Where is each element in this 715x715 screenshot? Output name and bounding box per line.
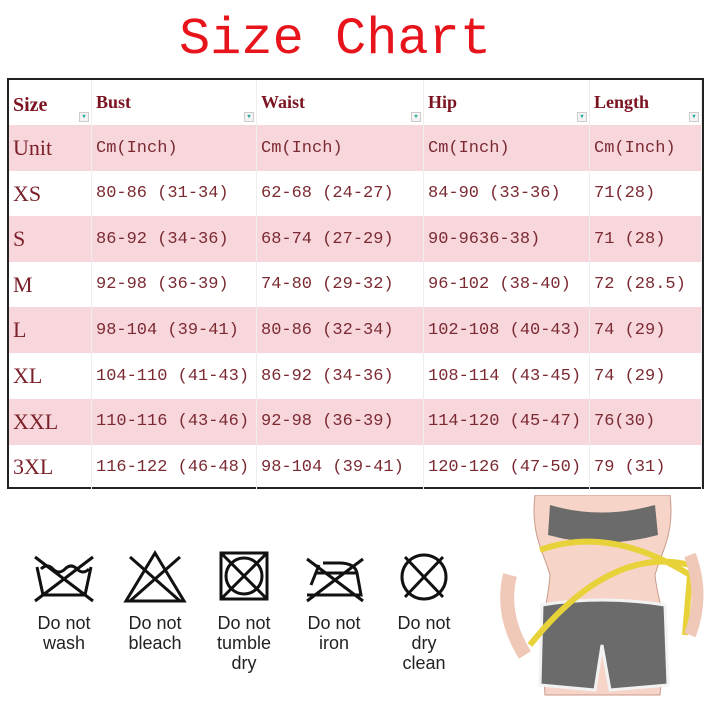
cell-size: XS xyxy=(9,170,92,217)
header-hip: Hip ▾ xyxy=(424,80,590,125)
cell-size: M xyxy=(9,261,92,308)
cell-waist: 74-80 (29-32) xyxy=(257,261,424,308)
filter-dropdown-icon[interactable]: ▾ xyxy=(244,112,254,122)
cell-hip: 90-9636-38) xyxy=(424,216,590,263)
cell-hip: 108-114 (43-45) xyxy=(424,353,590,399)
care-label: iron xyxy=(318,633,349,653)
cell-hip: 96-102 (38-40) xyxy=(424,261,590,308)
body-measurement-illustration xyxy=(500,495,704,696)
cell-waist: 62-68 (24-27) xyxy=(257,170,424,217)
care-label: Do not xyxy=(217,613,271,633)
size-table: Size ▾ Bust ▾ Waist ▾ Hip ▾ Length ▾ Unit Cm(I… xyxy=(7,78,704,491)
table-row: XXL 110-116 (43-46) 92-98 (36-39) 114-120 (… xyxy=(9,398,702,445)
cell-bust: 80-86 (31-34) xyxy=(92,170,257,217)
header-label: Size xyxy=(13,94,48,116)
table-row: XS 80-86 (31-34) 62-68 (24-27) 84-90 (33-36… xyxy=(9,170,702,217)
cell-waist: 98-104 (39-41) xyxy=(257,444,424,491)
table-row: Unit Cm(Inch) Cm(Inch) Cm(Inch) Cm(Inch) xyxy=(9,125,702,171)
table-row: L 98-104 (39-41) 80-86 (32-34) 102-108 (40-… xyxy=(9,307,702,354)
header-length: Length ▾ xyxy=(590,80,702,125)
care-instruction: Do not tumble dry xyxy=(204,545,284,673)
table-header: Size ▾ Bust ▾ Waist ▾ Hip ▾ Length ▾ xyxy=(9,80,702,127)
cell-length: Cm(Inch) xyxy=(590,125,702,171)
care-label: clean xyxy=(402,653,446,673)
header-label: Waist xyxy=(261,92,306,112)
cell-bust: 110-116 (43-46) xyxy=(92,398,257,445)
cell-waist: Cm(Inch) xyxy=(257,125,424,171)
care-label: Do not xyxy=(128,613,182,633)
do-not-wash-icon xyxy=(34,555,94,603)
cell-waist: 92-98 (36-39) xyxy=(257,398,424,445)
filter-dropdown-icon[interactable]: ▾ xyxy=(577,112,587,122)
cell-size: L xyxy=(9,307,92,354)
table-row: S 86-92 (34-36) 68-74 (27-29) 90-9636-38) 71… xyxy=(9,216,702,263)
cell-waist: 86-92 (34-36) xyxy=(257,353,424,399)
cell-size: Unit xyxy=(9,125,92,171)
cell-bust: 92-98 (36-39) xyxy=(92,261,257,308)
cell-hip: 84-90 (33-36) xyxy=(424,170,590,217)
care-label: dry xyxy=(411,633,437,653)
cell-size: XXL xyxy=(9,398,92,445)
cell-size: 3XL xyxy=(9,444,92,491)
cell-length: 74 (29) xyxy=(590,353,702,399)
cell-hip: Cm(Inch) xyxy=(424,125,590,171)
care-label: Do not xyxy=(307,613,361,633)
cell-hip: 102-108 (40-43) xyxy=(424,307,590,354)
cell-length: 71 (28) xyxy=(590,216,702,263)
cell-length: 74 (29) xyxy=(590,307,702,354)
do-not-dry-clean-icon xyxy=(400,553,448,601)
cell-size: S xyxy=(9,216,92,263)
care-instruction: Do not bleach xyxy=(115,545,195,653)
cell-length: 76(30) xyxy=(590,398,702,445)
care-label: Do not xyxy=(37,613,91,633)
filter-dropdown-icon[interactable]: ▾ xyxy=(79,112,89,122)
cell-hip: 114-120 (45-47) xyxy=(424,398,590,445)
cell-length: 72 (28.5) xyxy=(590,261,702,308)
filter-dropdown-icon[interactable]: ▾ xyxy=(411,112,421,122)
cell-bust: Cm(Inch) xyxy=(92,125,257,171)
cell-length: 71(28) xyxy=(590,170,702,217)
care-label: dry xyxy=(231,653,257,673)
cell-length: 79 (31) xyxy=(590,444,702,491)
cell-bust: 86-92 (34-36) xyxy=(92,216,257,263)
do-not-iron-icon xyxy=(306,557,364,603)
header-label: Bust xyxy=(96,92,132,112)
header-label: Hip xyxy=(428,92,458,112)
care-label: wash xyxy=(42,633,86,653)
table-row: XL 104-110 (41-43) 86-92 (34-36) 108-114 (4… xyxy=(9,353,702,399)
care-instruction: Do not iron xyxy=(294,545,374,653)
header-label: Length xyxy=(594,92,650,112)
cell-bust: 98-104 (39-41) xyxy=(92,307,257,354)
do-not-bleach-icon xyxy=(123,550,187,603)
care-label: tumble xyxy=(216,633,272,653)
cell-size: XL xyxy=(9,353,92,399)
header-waist: Waist ▾ xyxy=(257,80,424,125)
care-label: bleach xyxy=(128,633,182,653)
care-label: Do not xyxy=(397,613,451,633)
care-instruction: Do not dry clean xyxy=(384,545,464,673)
header-size: Size ▾ xyxy=(9,80,92,125)
header-bust: Bust ▾ xyxy=(92,80,257,125)
cell-bust: 104-110 (41-43) xyxy=(92,353,257,399)
cell-waist: 68-74 (27-29) xyxy=(257,216,424,263)
cell-bust: 116-122 (46-48) xyxy=(92,444,257,491)
care-instruction: Do not wash xyxy=(24,545,104,653)
cell-hip: 120-126 (47-50) xyxy=(424,444,590,491)
page-title: Size Chart xyxy=(178,10,492,69)
filter-dropdown-icon[interactable]: ▾ xyxy=(689,112,699,122)
table-row: M 92-98 (36-39) 74-80 (29-32) 96-102 (38-40… xyxy=(9,261,702,308)
do-not-tumble-dry-icon xyxy=(219,551,269,601)
cell-waist: 80-86 (32-34) xyxy=(257,307,424,354)
table-row: 3XL 116-122 (46-48) 98-104 (39-41) 120-126 … xyxy=(9,444,702,491)
